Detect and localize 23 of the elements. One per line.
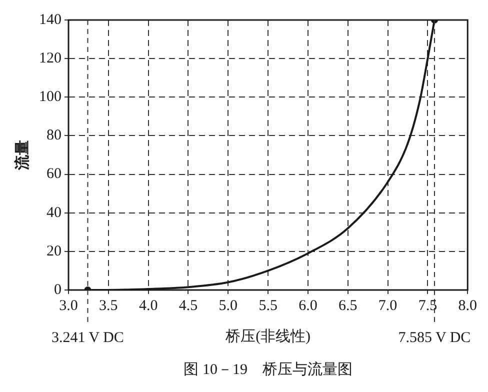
x-tick-label: 4.5: [178, 298, 198, 314]
ref-line-label: 7.585 V DC: [398, 330, 471, 346]
x-tick-label: 6.5: [338, 298, 358, 314]
y-tick-label: 140: [39, 12, 62, 28]
ref-line-label: 3.241 V DC: [52, 330, 124, 346]
x-tick-label: 4.0: [138, 298, 158, 314]
x-tick-label: 8.0: [458, 298, 477, 314]
y-axis-title: 流量: [12, 140, 31, 171]
x-axis-title: 桥压(非线性): [224, 328, 311, 345]
y-tick-label: 100: [39, 89, 62, 106]
y-tick-label: 60: [46, 166, 62, 182]
y-tick-label: 80: [46, 128, 62, 144]
y-tick-label: 20: [46, 243, 62, 260]
x-tick-label: 5.0: [218, 298, 238, 314]
x-tick-label: 5.5: [258, 298, 278, 314]
y-tick-label: 120: [39, 50, 62, 67]
x-tick-label: 6.0: [298, 298, 318, 314]
caption: 图 10－19 桥压与流量图: [184, 360, 352, 378]
y-tick-label: 40: [46, 204, 62, 221]
x-tick-label: 3.5: [99, 298, 118, 314]
x-tick-label: 3.0: [59, 298, 78, 314]
y-tick-label: 0: [54, 282, 62, 298]
x-tick-label: 7.0: [378, 298, 398, 314]
